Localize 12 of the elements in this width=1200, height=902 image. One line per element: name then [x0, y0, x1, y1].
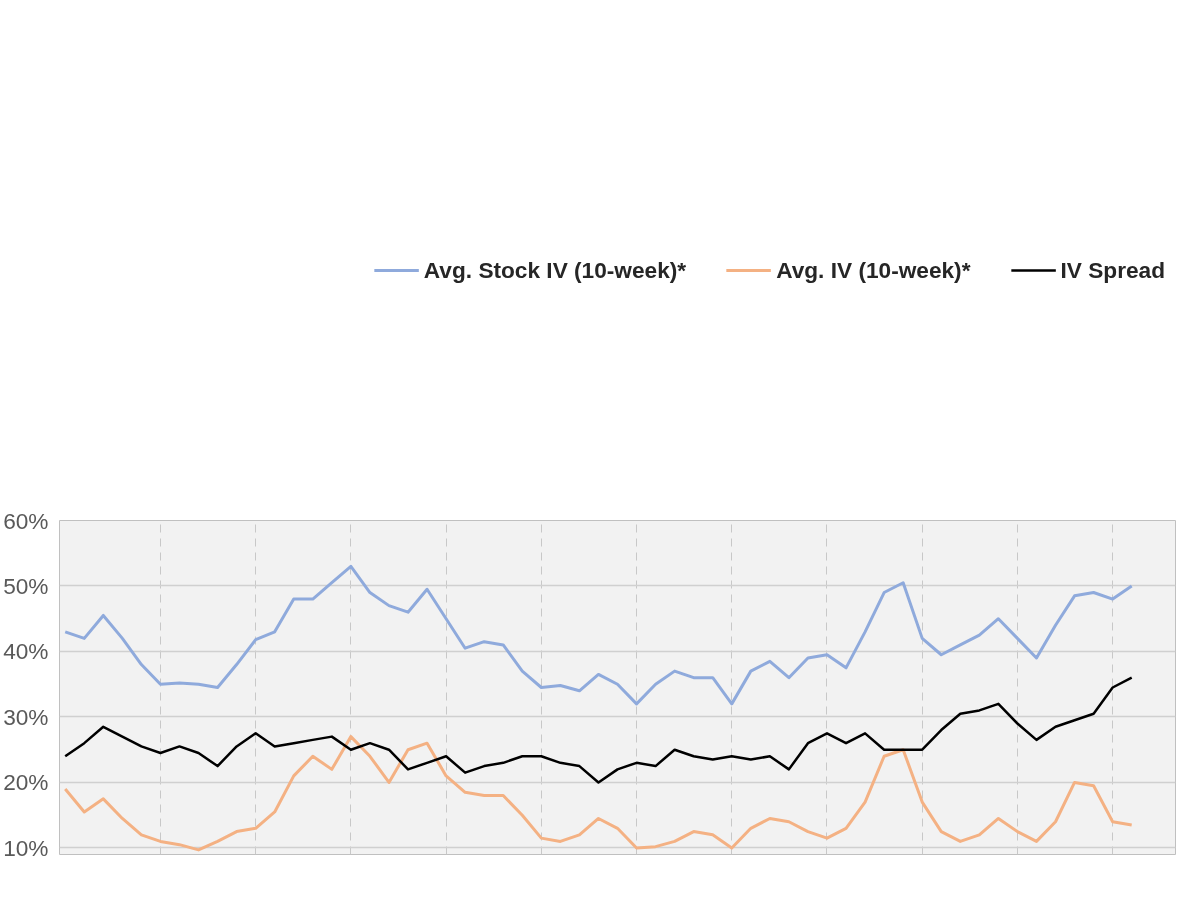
y-tick-label: 50%: [3, 572, 49, 599]
y-tick-label: 10%: [3, 834, 49, 861]
line-series: [63, 676, 1133, 784]
legend-label: IV Spread: [1060, 256, 1165, 284]
y-tick-label: 60%: [3, 507, 49, 534]
y-tick-label: 40%: [3, 638, 49, 665]
line-series: [63, 564, 1134, 706]
y-tick-label: 30%: [3, 703, 49, 730]
legend-label: Avg. Stock IV (10-week)*: [423, 256, 687, 284]
y-tick-label: 20%: [3, 769, 49, 796]
legend-label: Avg. IV (10-week)*: [776, 256, 971, 284]
line-series: [63, 735, 1134, 852]
